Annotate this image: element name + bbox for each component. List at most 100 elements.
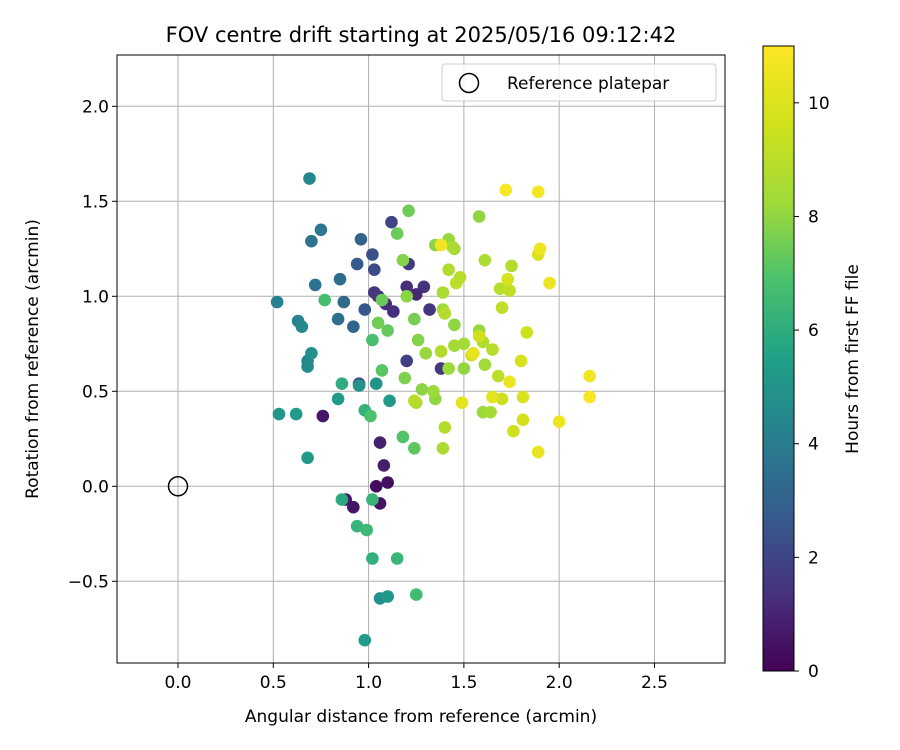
data-point xyxy=(381,590,394,603)
data-point xyxy=(308,278,322,292)
data-point xyxy=(409,588,423,601)
legend-box xyxy=(441,63,717,102)
data-point xyxy=(305,234,318,248)
y-axis-ticks: −0.5 0.0 0.5 1.0 1.5 2.0 xyxy=(68,97,117,592)
y-tick-label: 2.0 xyxy=(82,97,109,117)
colorbar-ticks: 0 2 4 6 8 10 xyxy=(794,94,830,682)
data-point xyxy=(423,303,436,316)
data-point xyxy=(369,377,383,391)
data-point xyxy=(478,358,492,372)
data-point xyxy=(331,392,345,406)
colorbar-tick-label: 8 xyxy=(808,207,819,227)
data-point xyxy=(467,347,480,360)
data-point xyxy=(390,552,404,565)
data-point xyxy=(396,430,410,444)
data-point xyxy=(505,259,518,273)
data-point xyxy=(368,286,381,299)
chart-title: FOV centre drift starting at 2025/05/16 … xyxy=(166,23,677,47)
data-point xyxy=(415,383,429,396)
data-point xyxy=(427,385,440,398)
data-point xyxy=(448,318,461,332)
data-point xyxy=(398,371,412,385)
colorbar-gradient xyxy=(762,45,795,672)
data-point xyxy=(377,459,391,472)
data-point xyxy=(354,233,368,246)
data-point xyxy=(368,263,381,277)
legend-open-circle-icon xyxy=(458,72,480,94)
data-point xyxy=(419,347,433,360)
data-point xyxy=(272,407,286,421)
colorbar-label: Hours from first FF file xyxy=(843,264,863,454)
data-point xyxy=(438,307,452,320)
legend: Reference platepar xyxy=(441,63,717,102)
data-point xyxy=(478,253,492,267)
data-point xyxy=(446,240,459,254)
data-point xyxy=(400,354,414,368)
data-point xyxy=(375,293,389,307)
data-point xyxy=(434,238,448,252)
data-point xyxy=(347,500,360,514)
data-point xyxy=(495,301,509,315)
reference-marker xyxy=(167,476,189,497)
data-point xyxy=(409,288,423,301)
data-points xyxy=(270,172,596,647)
y-tick-label: −0.5 xyxy=(68,572,109,592)
x-tick-label: 0.5 xyxy=(260,673,287,693)
data-point xyxy=(531,185,545,199)
data-point xyxy=(503,375,516,389)
colorbar-tick-label: 4 xyxy=(808,435,819,455)
data-point xyxy=(438,421,452,434)
data-point xyxy=(352,379,366,392)
data-point xyxy=(514,354,528,368)
data-point xyxy=(457,362,471,375)
data-point xyxy=(387,305,400,318)
data-point xyxy=(543,276,556,290)
data-point xyxy=(531,445,545,459)
data-point xyxy=(442,362,455,375)
data-point xyxy=(520,326,534,339)
data-point xyxy=(507,424,520,438)
data-point xyxy=(375,364,389,377)
data-point xyxy=(366,248,379,261)
colorbar-tick-label: 6 xyxy=(808,321,819,341)
data-point xyxy=(366,493,379,506)
data-point xyxy=(335,377,349,391)
data-point xyxy=(270,295,284,309)
data-point xyxy=(360,523,373,537)
x-tick-label: 2.5 xyxy=(641,673,668,693)
data-point xyxy=(493,282,507,296)
y-tick-label: 1.0 xyxy=(82,287,109,307)
data-point xyxy=(381,324,394,337)
data-point xyxy=(366,552,379,565)
x-tick-label: 2.0 xyxy=(546,673,573,693)
x-tick-label: 1.5 xyxy=(450,673,477,693)
data-point xyxy=(364,409,377,423)
data-point xyxy=(455,396,469,410)
data-point xyxy=(516,413,530,427)
data-point xyxy=(316,409,330,423)
x-tick-label: 0.0 xyxy=(164,673,191,693)
data-point xyxy=(400,280,414,294)
x-tick-label: 1.0 xyxy=(355,673,382,693)
data-point xyxy=(484,405,497,419)
data-point xyxy=(408,442,421,455)
data-point xyxy=(583,369,596,383)
data-point xyxy=(408,312,421,326)
data-point xyxy=(383,394,396,408)
grid-lines xyxy=(117,55,725,663)
data-point xyxy=(495,392,509,406)
colorbar-tick-label: 2 xyxy=(808,548,819,568)
data-point xyxy=(442,263,455,277)
data-point xyxy=(331,312,345,326)
data-point xyxy=(350,257,364,271)
data-point xyxy=(337,295,351,309)
data-point xyxy=(436,286,450,299)
data-point xyxy=(486,390,499,404)
colorbar-tick-label: 0 xyxy=(808,662,819,682)
data-point xyxy=(408,394,421,408)
data-point xyxy=(417,280,431,294)
data-point xyxy=(486,343,499,356)
data-point xyxy=(503,284,516,297)
colorbar: 0 2 4 6 8 10 Hours from first FF file xyxy=(762,45,863,682)
legend-label: Reference platepar xyxy=(507,74,669,94)
